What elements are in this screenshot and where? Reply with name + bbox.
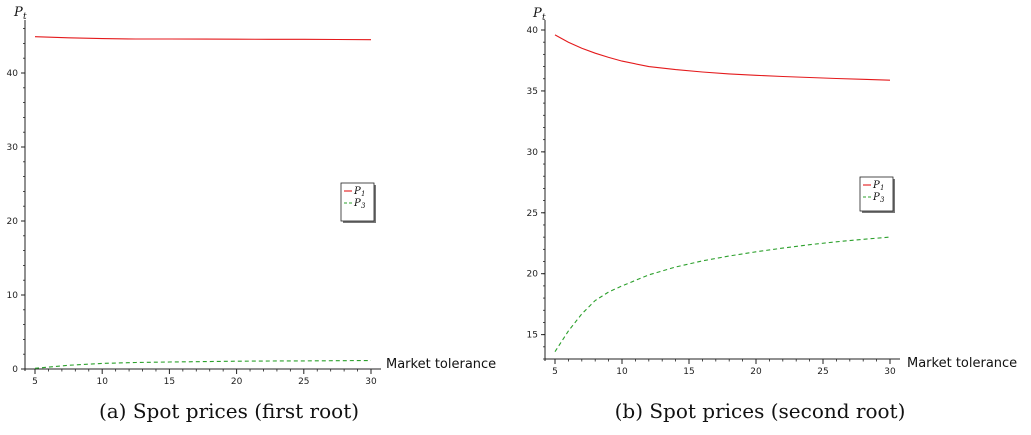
y-tick-label: 40 [7,69,19,79]
legend-label: P [353,198,361,209]
legend-box [340,182,375,222]
y-axis-label-subscript: t [23,12,27,22]
y-tick-label: 35 [527,87,538,97]
x-tick-label: 25 [298,377,309,387]
x-tick-label: 15 [683,367,694,377]
legend: P 1P 3 [859,176,895,213]
x-tick-label: 10 [616,367,628,377]
x-tick-label: 30 [884,367,896,377]
legend: P 1P 3 [340,182,376,223]
y-tick-label: 15 [527,331,538,341]
series-line-p3 [34,359,372,369]
y-axis-label: P [13,5,23,20]
series-line-p1 [34,36,372,41]
y-tick-label: 0 [12,365,18,375]
legend-label-subscript: 3 [880,196,885,204]
y-tick-label: 20 [7,217,19,227]
y-tick-label: 25 [527,209,538,219]
x-axis-label: Market tolerance [907,356,1017,371]
chart-2: 5 10 15 20 25 30 15 20 25 30 35 40 Market tolerance P… [527,6,1018,423]
legend-label: P [872,192,880,203]
y-tick-label: 10 [7,291,19,301]
series-line-p1 [554,34,891,81]
x-tick-label: 20 [231,377,243,387]
x-tick-label: 10 [96,377,108,387]
series-line-p3 [554,236,891,352]
x-tick-label: 5 [552,367,558,377]
x-tick-label: 5 [32,377,38,387]
figure-caption: (b) Spot prices (second root) [615,399,906,423]
legend-box [859,176,894,212]
x-axis-label: Market tolerance [386,357,496,372]
legend-label-subscript: 1 [880,184,884,192]
legend-label-subscript: 1 [361,190,365,198]
x-tick-label: 25 [817,367,828,377]
y-tick-label: 40 [527,26,539,36]
y-tick-label: 30 [7,143,19,153]
x-tick-label: 30 [365,377,377,387]
x-tick-label: 15 [164,377,175,387]
y-axis-label-subscript: t [542,13,546,23]
legend-label-subscript: 3 [361,202,366,210]
x-tick-label: 20 [750,367,762,377]
y-axis-label: P [532,6,542,21]
y-tick-label: 20 [527,270,539,280]
figure-caption: (a) Spot prices (first root) [99,399,359,423]
legend-label: P [872,180,880,191]
legend-label: P [353,186,361,197]
y-tick-label: 30 [527,148,539,158]
